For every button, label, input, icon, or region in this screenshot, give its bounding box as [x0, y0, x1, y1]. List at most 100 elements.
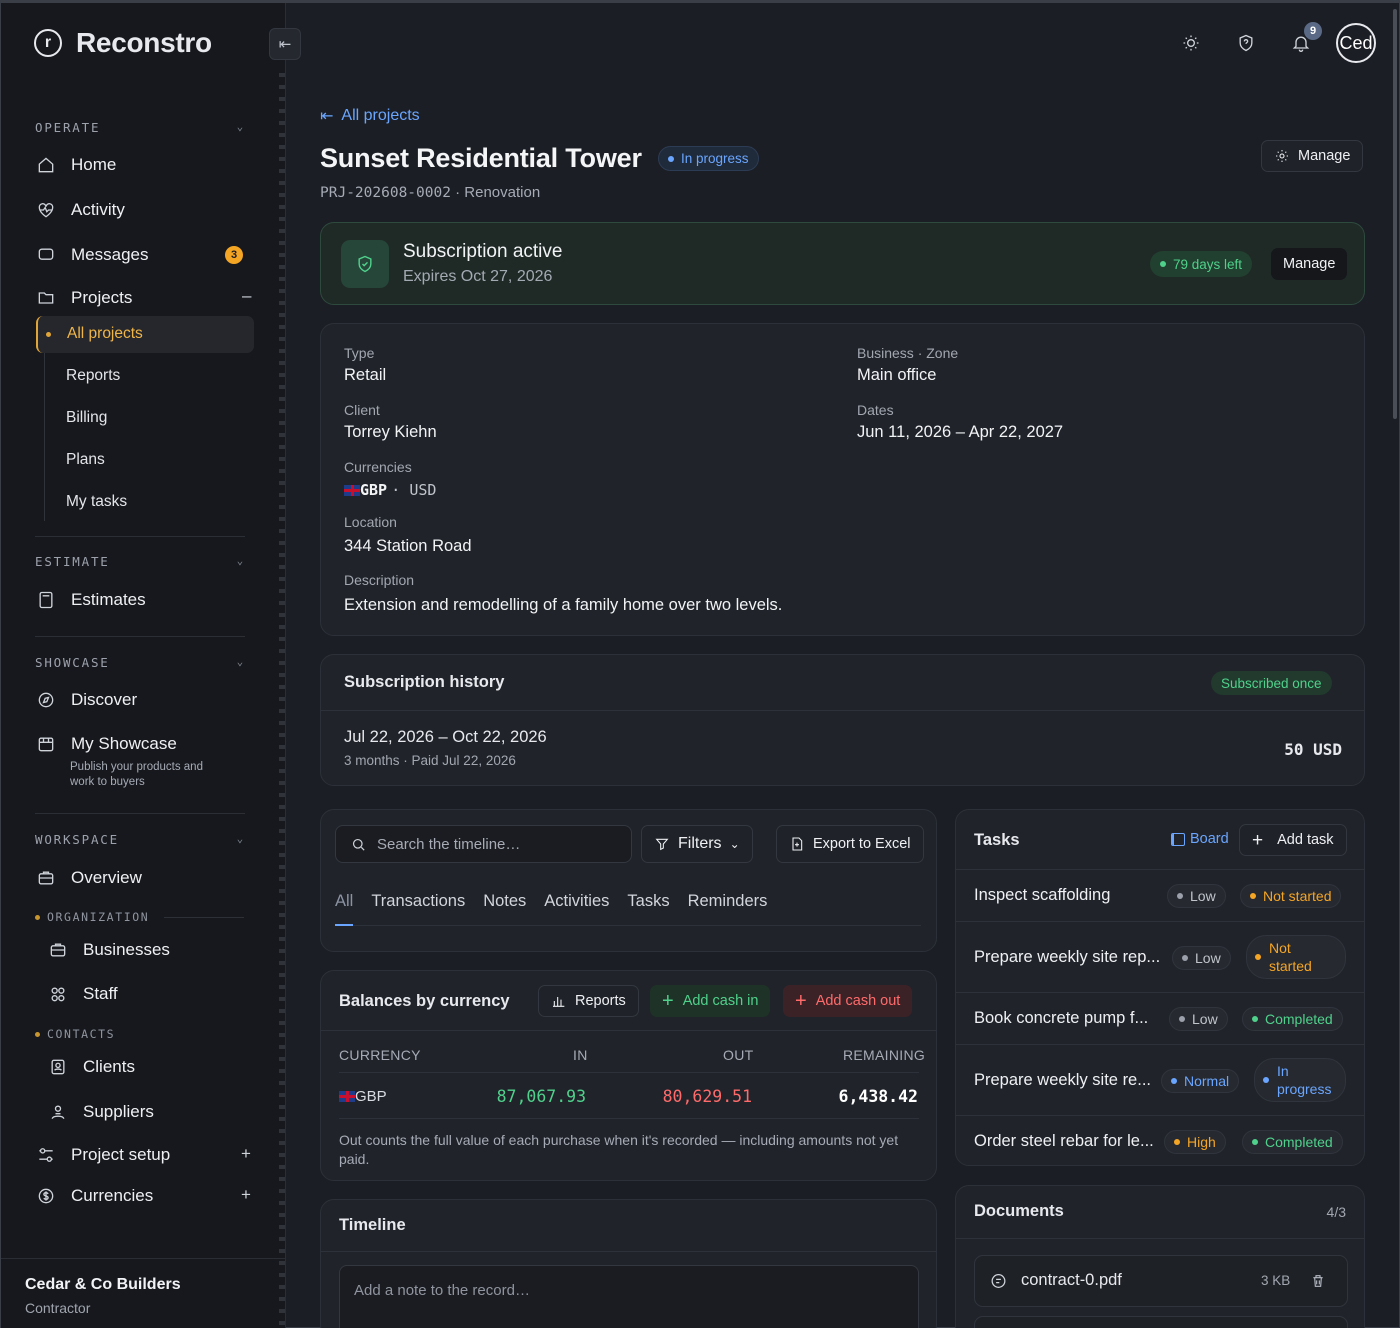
reports-button[interactable]: Reports	[538, 985, 639, 1017]
expand-project-setup-icon[interactable]: +	[241, 1144, 251, 1163]
group-contacts: CONTACTS	[35, 1027, 115, 1041]
nav-projects[interactable]: Projects	[35, 287, 132, 309]
sub-nav-all-projects[interactable]: All projects	[36, 316, 254, 353]
document-row[interactable]	[974, 1316, 1348, 1328]
add-cash-in-button[interactable]: + Add cash in	[650, 985, 771, 1017]
task-status-badge: Completed	[1242, 1130, 1343, 1154]
nav-my-showcase[interactable]: My Showcase	[35, 733, 177, 755]
collapse-projects-icon[interactable]: –	[242, 286, 252, 305]
chevron-down-icon: ⌄	[236, 655, 245, 668]
section-operate-label: OPERATE	[35, 120, 101, 135]
filters-label: Filters	[678, 835, 722, 852]
company-role: Contractor	[25, 1300, 91, 1316]
contact-card-icon	[47, 1056, 69, 1078]
tab-all[interactable]: All	[335, 892, 354, 910]
file-icon	[989, 1271, 1008, 1291]
task-status-badge: Completed	[1242, 1007, 1343, 1031]
priority-badge: High	[1164, 1130, 1226, 1154]
brand[interactable]: r Reconstro	[34, 27, 212, 59]
status-dot	[668, 155, 674, 162]
messages-badge: 3	[225, 246, 243, 264]
plus-icon: +	[662, 990, 674, 1012]
nav-discover[interactable]: Discover	[35, 689, 137, 711]
manage-subscription-button[interactable]: Manage	[1271, 248, 1348, 280]
section-workspace[interactable]: WORKSPACE ⌄	[35, 832, 245, 847]
task-row[interactable]: Order steel rebar for le... High Complet…	[956, 1115, 1364, 1167]
task-name: Prepare weekly site re...	[974, 1071, 1151, 1089]
nav-messages[interactable]: Messages	[35, 244, 148, 266]
days-left-badge: 79 days left	[1150, 251, 1253, 277]
nav-clients[interactable]: Clients	[47, 1056, 135, 1078]
search-input[interactable]: Search the timeline…	[335, 825, 632, 863]
trash-icon[interactable]	[1310, 1272, 1326, 1290]
company-switcher[interactable]: Cedar & Co Builders Contractor	[1, 1258, 286, 1328]
nav-suppliers[interactable]: Suppliers	[47, 1101, 154, 1123]
theme-toggle-button[interactable]	[1179, 31, 1203, 55]
balances-card: Balances by currency Reports + Add cash i…	[320, 970, 937, 1181]
nav-my-showcase-label: My Showcase	[71, 734, 177, 753]
board-label: Board	[1190, 831, 1229, 847]
users-icon	[47, 983, 69, 1005]
subscribed-once-badge: Subscribed once	[1211, 671, 1332, 695]
reports-label: Reports	[575, 993, 626, 1009]
section-operate[interactable]: OPERATE ⌄	[35, 120, 245, 135]
section-estimate-label: ESTIMATE	[35, 554, 110, 569]
tab-notes[interactable]: Notes	[483, 892, 527, 910]
zone-label: Business · Zone	[857, 345, 959, 361]
subscription-expiry: Expires Oct 27, 2026	[403, 268, 553, 285]
briefcase-icon	[35, 867, 57, 889]
add-task-label: Add task	[1277, 832, 1334, 848]
card-divider	[956, 1238, 1364, 1239]
group-organization: ORGANIZATION	[35, 910, 245, 924]
nav-messages-label: Messages	[71, 245, 149, 264]
task-row[interactable]: Prepare weekly site rep... Low Not start…	[956, 921, 1364, 992]
document-row[interactable]: contract-0.pdf 3 KB	[974, 1255, 1348, 1307]
expand-currencies-icon[interactable]: +	[241, 1185, 251, 1204]
task-row[interactable]: Prepare weekly site re... Normal In prog…	[956, 1044, 1364, 1115]
nav-project-setup[interactable]: Project setup	[35, 1144, 170, 1166]
sub-nav-my-tasks[interactable]: My tasks	[66, 493, 128, 510]
nav-activity[interactable]: Activity	[35, 199, 125, 221]
nav-staff[interactable]: Staff	[47, 983, 118, 1005]
nav-businesses[interactable]: Businesses	[47, 939, 170, 961]
add-task-button[interactable]: + Add task	[1239, 824, 1347, 856]
section-estimate[interactable]: ESTIMATE ⌄	[35, 554, 245, 569]
manage-project-button[interactable]: Manage	[1261, 140, 1364, 172]
nav-overview[interactable]: Overview	[35, 867, 142, 889]
task-status-badge: In progress	[1254, 1058, 1346, 1102]
tab-tasks[interactable]: Tasks	[627, 892, 670, 910]
avatar[interactable]: Ced	[1336, 23, 1376, 63]
task-row[interactable]: Book concrete pump f... Low Completed	[956, 992, 1364, 1044]
board-icon	[1171, 832, 1185, 846]
nav-currencies[interactable]: Currencies	[35, 1185, 153, 1207]
export-excel-button[interactable]: Export to Excel	[776, 825, 924, 863]
tab-activities[interactable]: Activities	[544, 892, 610, 910]
sub-nav-reports[interactable]: Reports	[66, 367, 121, 384]
task-row[interactable]: Inspect scaffolding Low Not started	[956, 869, 1364, 921]
section-showcase[interactable]: SHOWCASE ⌄	[35, 655, 245, 670]
nav-home[interactable]: Home	[35, 154, 116, 176]
tab-transactions[interactable]: Transactions	[371, 892, 466, 910]
currencies-label: Currencies	[344, 459, 412, 475]
description-label: Description	[344, 572, 415, 588]
nav-overview-label: Overview	[71, 868, 142, 887]
board-button[interactable]: Board	[1171, 831, 1229, 847]
priority-badge: Low	[1172, 946, 1231, 970]
tab-reminders[interactable]: Reminders	[687, 892, 768, 910]
back-link[interactable]: ⇤ All projects	[320, 106, 420, 126]
group-line	[164, 916, 245, 918]
collapse-left-icon: ⇤	[278, 36, 292, 53]
sidebar-resize-rail[interactable]	[279, 73, 285, 1328]
sub-nav-billing[interactable]: Billing	[66, 409, 108, 426]
page-scrollbar[interactable]	[1393, 9, 1397, 419]
collapse-sidebar-button[interactable]: ⇤	[269, 28, 301, 60]
help-button[interactable]	[1234, 31, 1258, 55]
add-cash-out-button[interactable]: + Add cash out	[783, 985, 913, 1017]
column-remaining: REMAINING	[843, 1047, 926, 1063]
sub-nav-plans[interactable]: Plans	[66, 451, 105, 468]
filters-button[interactable]: Filters ⌄	[641, 825, 753, 863]
nav-estimates[interactable]: Estimates	[35, 589, 146, 611]
status-dot	[1263, 1077, 1269, 1083]
notifications-button[interactable]	[1289, 31, 1313, 55]
note-textarea[interactable]: Add a note to the record…	[339, 1265, 919, 1328]
